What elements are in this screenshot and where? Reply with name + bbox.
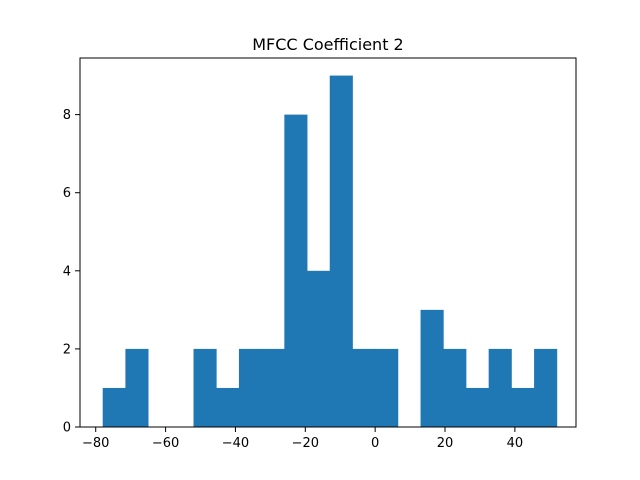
histogram-bar — [307, 270, 331, 427]
histogram-bar — [284, 114, 308, 427]
histogram-bar — [488, 348, 512, 427]
histogram-bar — [465, 387, 490, 427]
histogram-bar — [261, 348, 285, 427]
histogram-bar — [238, 348, 263, 427]
histogram-bar — [375, 348, 399, 427]
y-tick-label: 8 — [63, 108, 71, 123]
x-tick-label: −40 — [222, 436, 249, 451]
x-tick-label: −80 — [82, 436, 109, 451]
x-tick-label: 40 — [507, 436, 524, 451]
plot-frame — [79, 57, 577, 428]
y-tick-label: 0 — [63, 421, 71, 436]
histogram-bar — [125, 348, 149, 427]
x-tick-label: 0 — [371, 436, 379, 451]
y-axis: 0 2 4 6 8 — [63, 108, 80, 436]
y-tick-label: 2 — [63, 342, 71, 357]
histogram-bar — [352, 348, 376, 427]
x-tick-label: −20 — [292, 436, 319, 451]
histogram-bars — [102, 75, 558, 428]
y-tick-label: 6 — [63, 186, 71, 201]
histogram-bar — [216, 387, 240, 427]
x-axis: −80 −60 −40 −20 0 20 40 — [82, 427, 523, 451]
histogram-bar — [102, 387, 126, 427]
x-tick-label: 20 — [437, 436, 454, 451]
histogram-bar — [534, 348, 558, 427]
chart-title: MFCC Coefficient 2 — [252, 35, 403, 54]
histogram-bar — [329, 75, 353, 428]
histogram-bar — [193, 348, 217, 427]
histogram-bar — [420, 309, 444, 427]
histogram-bar — [511, 387, 535, 427]
x-tick-label: −60 — [152, 436, 179, 451]
y-tick-label: 4 — [63, 264, 71, 279]
histogram-bar — [443, 348, 467, 427]
